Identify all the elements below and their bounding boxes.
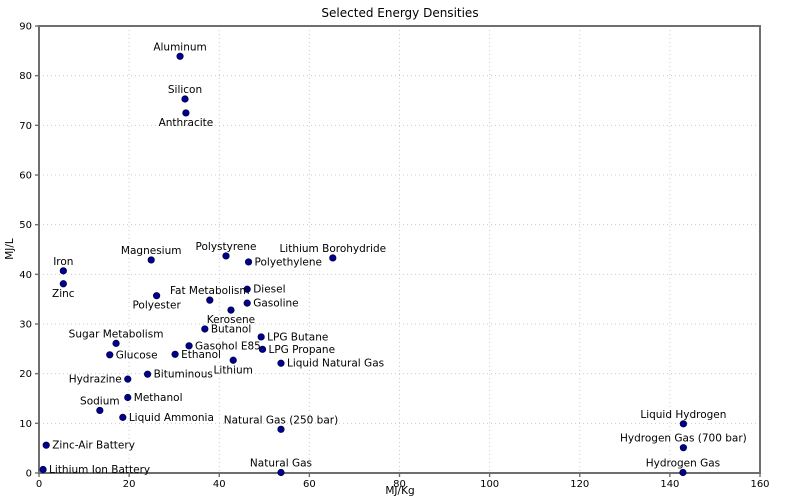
y-tick-label: 70 <box>19 121 32 132</box>
data-point <box>39 465 47 474</box>
data-point-label: Fat Metabolism <box>170 285 250 297</box>
data-point <box>112 339 120 347</box>
data-point-label: Ethanol <box>181 349 221 361</box>
data-point-label: Glucose <box>116 349 158 361</box>
data-point-label: Bituminous <box>154 369 213 381</box>
data-point-label: Methanol <box>134 392 183 404</box>
data-point <box>206 296 214 304</box>
data-point-label: Lithium Borohydride <box>279 243 386 255</box>
x-axis-label: MJ/Kg <box>385 485 414 497</box>
y-tick-label: 0 <box>26 469 32 480</box>
data-point <box>153 292 161 300</box>
y-tick-label: 90 <box>19 22 32 33</box>
data-point <box>185 342 193 350</box>
data-point <box>119 413 127 421</box>
data-point-label: Butanol <box>211 323 251 335</box>
x-tick-label: 0 <box>36 479 42 490</box>
data-point-label: Hydrazine <box>69 374 122 386</box>
data-point <box>59 267 67 275</box>
data-point <box>243 285 251 293</box>
data-point <box>258 345 267 353</box>
y-axis-label: MJ/L <box>4 238 16 260</box>
data-point-label: LPG Propane <box>269 344 336 356</box>
data-point <box>277 359 285 367</box>
data-point <box>222 252 230 260</box>
data-point <box>244 258 253 266</box>
data-point-label: LPG Butane <box>267 331 328 343</box>
data-point <box>182 109 190 117</box>
data-point-label: Natural Gas (250 bar) <box>224 414 338 426</box>
data-point <box>106 351 114 359</box>
data-point <box>171 350 179 358</box>
data-point-label: Zinc-Air Battery <box>52 440 135 452</box>
data-point-label: Hydrogen Gas <box>646 458 720 470</box>
y-tick-label: 30 <box>19 320 32 331</box>
data-point <box>277 425 285 433</box>
chart-title: Selected Energy Densities <box>321 6 478 20</box>
data-point-label: Silicon <box>168 84 202 96</box>
x-tick-label: 40 <box>213 479 226 490</box>
data-point <box>243 299 251 307</box>
data-point <box>679 420 687 428</box>
data-point-label: Iron <box>53 256 73 268</box>
data-point-label: Liquid Hydrogen <box>640 409 726 421</box>
y-tick-label: 20 <box>19 369 32 380</box>
data-point <box>227 306 235 314</box>
data-point <box>257 333 265 341</box>
data-point-label: Liquid Natural Gas <box>287 358 384 370</box>
data-point <box>679 468 687 477</box>
data-point <box>96 406 104 415</box>
data-point-label: Polyethylene <box>255 256 322 268</box>
data-point-label: Gasoline <box>253 298 298 310</box>
data-point-label: Lithium Ion Battery <box>49 464 150 476</box>
data-point-label: Liquid Ammonia <box>129 412 214 424</box>
data-point-label: Zinc <box>52 288 75 300</box>
x-tick-label: 20 <box>123 479 136 490</box>
data-point <box>181 95 189 103</box>
data-point-label: Anthracite <box>159 117 214 129</box>
data-point-label: Magnesium <box>121 245 182 257</box>
y-tick-label: 80 <box>19 71 32 82</box>
data-point <box>124 393 132 402</box>
y-tick-label: 60 <box>19 171 32 182</box>
x-tick-label: 160 <box>750 479 769 490</box>
data-point <box>176 52 184 60</box>
data-point-label: Hydrogen Gas (700 bar) <box>620 433 747 445</box>
data-point <box>229 356 237 364</box>
x-tick-label: 120 <box>570 479 589 490</box>
data-point <box>277 468 285 477</box>
x-tick-label: 80 <box>393 479 406 490</box>
data-point <box>144 370 152 378</box>
data-point <box>59 280 67 288</box>
y-tick-label: 40 <box>19 270 32 281</box>
y-tick-label: 10 <box>19 419 32 430</box>
plot-border <box>38 25 761 474</box>
plot-area: 0 20 40 60 80 100 120 140 160 0 10 20 30 40 50 60 70 80 90… <box>19 22 769 491</box>
x-tick-label: 100 <box>480 479 499 490</box>
data-point <box>201 325 209 333</box>
data-point-label: Lithium <box>214 364 253 376</box>
y-tick-label: 50 <box>19 220 32 231</box>
data-point-label: Gasohol E85 <box>195 340 261 352</box>
data-point-label: Polyester <box>132 300 181 312</box>
data-point-label: Sugar Metabolism <box>69 328 164 340</box>
data-point <box>147 256 155 264</box>
data-point-label: Sodium <box>80 395 120 407</box>
data-point-label: Polystyrene <box>196 241 257 253</box>
x-tick-label: 60 <box>303 479 316 490</box>
data-point <box>124 375 132 383</box>
data-point-label: Natural Gas <box>250 458 312 470</box>
data-point-label: Aluminum <box>153 41 206 53</box>
data-point-label: Diesel <box>253 284 285 296</box>
data-point <box>329 254 337 262</box>
data-point <box>679 444 687 452</box>
data-point-label: Kerosene <box>207 314 255 326</box>
data-point <box>42 441 50 449</box>
x-tick-label: 140 <box>660 479 679 490</box>
